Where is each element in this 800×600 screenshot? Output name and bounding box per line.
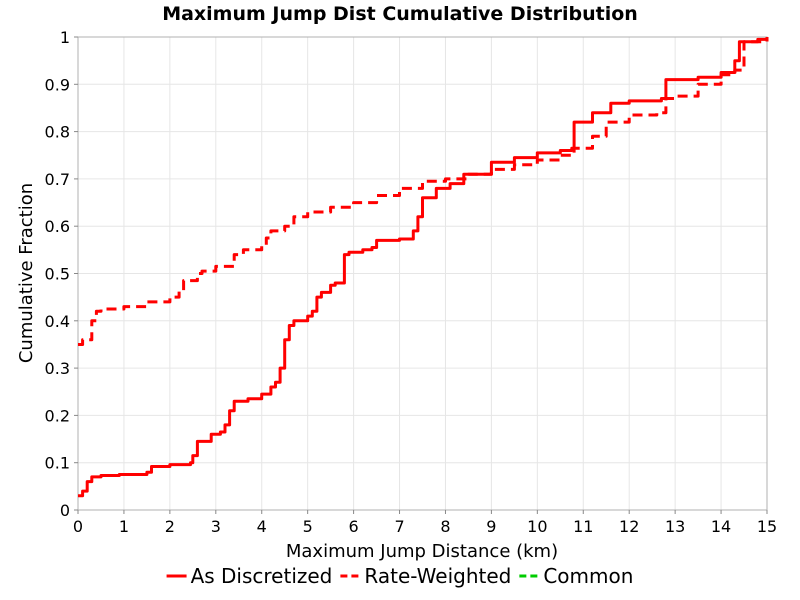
legend-label: Common	[543, 564, 633, 588]
x-tick-label: 1	[119, 517, 129, 536]
y-tick-label: 0.6	[45, 217, 70, 236]
y-tick-label: 0.9	[45, 75, 70, 94]
legend-label: Rate-Weighted	[364, 564, 511, 588]
series-line-0	[78, 37, 769, 498]
x-tick-label: 4	[257, 517, 267, 536]
x-axis-label: Maximum Jump Distance (km)	[286, 541, 558, 562]
series-line-1	[78, 37, 769, 346]
y-tick-label: 0	[60, 501, 70, 520]
legend-item: Common	[519, 564, 633, 588]
chart-title: Maximum Jump Dist Cumulative Distributio…	[162, 3, 638, 25]
x-tick-label: 14	[711, 517, 731, 536]
legend-item: Rate-Weighted	[340, 564, 511, 588]
y-tick-label: 0.5	[45, 265, 70, 284]
legend: As Discretized Rate-Weighted Common	[166, 564, 633, 588]
y-tick-label: 0.4	[45, 312, 70, 331]
legend-label: As Discretized	[191, 564, 333, 588]
series-lines	[78, 37, 769, 498]
axis-ticks: 0 1 2 3 4 5 6 7 8 9 10 11 12 13 14 1500.10.20.30.40.50.…	[45, 28, 778, 536]
x-tick-label: 8	[440, 517, 450, 536]
x-tick-label: 3	[211, 517, 221, 536]
x-tick-label: 10	[527, 517, 547, 536]
grid	[77, 36, 768, 511]
y-tick-label: 0.8	[45, 123, 70, 142]
x-tick-label: 15	[757, 517, 777, 536]
legend-item: As Discretized	[166, 564, 333, 588]
x-tick-label: 12	[619, 517, 639, 536]
y-tick-label: 0.3	[45, 359, 70, 378]
y-tick-label: 0.2	[45, 406, 70, 425]
y-tick-label: 0.1	[45, 454, 70, 473]
x-tick-label: 0	[73, 517, 83, 536]
x-tick-label: 2	[165, 517, 175, 536]
y-axis-label: Cumulative Fraction	[16, 183, 37, 363]
x-tick-label: 9	[486, 517, 496, 536]
y-tick-label: 1	[60, 28, 70, 47]
x-tick-label: 5	[303, 517, 313, 536]
x-tick-label: 11	[573, 517, 593, 536]
x-tick-label: 13	[665, 517, 685, 536]
x-tick-label: 7	[394, 517, 404, 536]
x-tick-label: 6	[349, 517, 359, 536]
y-tick-label: 0.7	[45, 170, 70, 189]
